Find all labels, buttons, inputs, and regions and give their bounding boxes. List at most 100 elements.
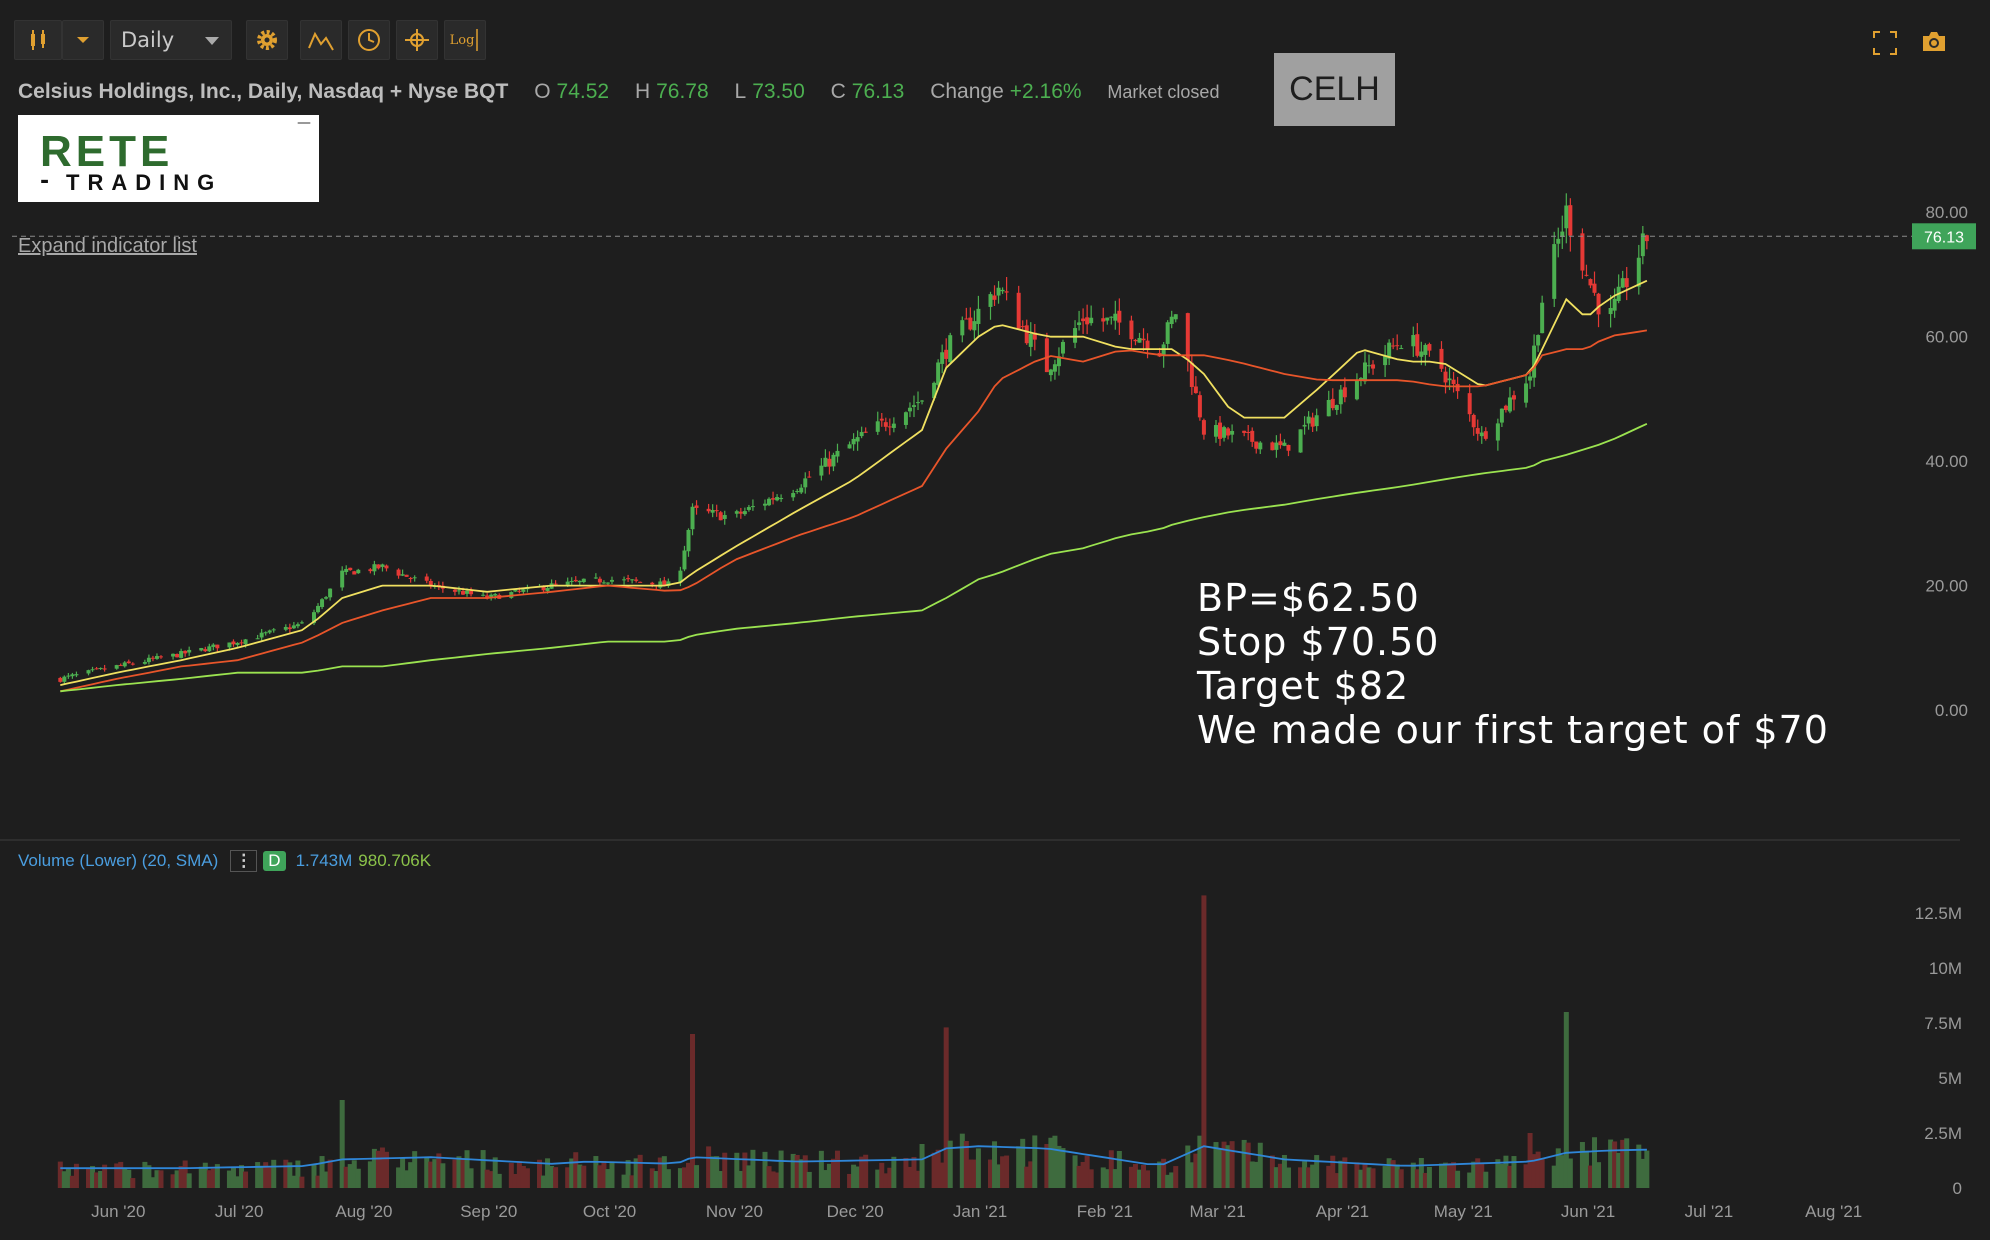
volume-bar [943,1027,949,1188]
volume-bar [1616,1152,1622,1188]
candle-body [762,503,767,506]
volume-bar [665,1169,671,1188]
candle-body [1201,420,1206,435]
candle-body [320,599,325,608]
logo-minimize-icon[interactable]: — [297,115,311,131]
chart-type-button[interactable] [14,20,62,60]
ticker-badge: CELH [1274,53,1395,126]
candle-body [340,570,345,588]
volume-bar [1100,1167,1106,1188]
candle-body [976,308,981,324]
volume-bar [1410,1162,1416,1188]
log-scale-button[interactable]: Log [444,20,486,60]
low-value: 73.50 [752,80,805,103]
chart-type-dropdown[interactable] [62,20,104,60]
log-scale-icon [476,29,479,51]
time-button[interactable] [348,20,390,60]
volume-bar [1044,1144,1050,1188]
volume-bar [239,1165,245,1188]
candle-body [1644,235,1649,242]
volume-bar [315,1175,321,1188]
candle-body [911,405,916,407]
volume-bar [1108,1150,1114,1188]
volume-bar [1269,1155,1275,1188]
volume-bar [347,1164,353,1188]
candle-body [493,594,498,596]
settings-button[interactable] [246,20,288,60]
date-tick-label: Apr '21 [1316,1202,1369,1221]
candle-body [1451,379,1456,385]
candle-body [771,498,776,500]
candle-body [541,586,546,591]
volume-bar [661,1156,667,1188]
volume-bar [625,1160,631,1188]
candle-body [1596,293,1601,315]
candle-body [1419,351,1424,357]
crosshair-button[interactable] [396,20,438,60]
volume-bar [1467,1172,1473,1188]
candle-body [1105,317,1110,321]
candle-body [1423,344,1428,355]
candle-body [1371,364,1376,369]
market-status: Market closed [1107,82,1220,102]
volume-bar [1511,1156,1517,1188]
volume-bar [1116,1150,1122,1188]
volume-bar [1551,1165,1557,1188]
candle-body [1568,205,1573,236]
candle-body [1048,369,1053,376]
volume-bar [1596,1162,1602,1188]
volume-bar [714,1156,720,1188]
candle-body [1032,332,1037,340]
fullscreen-button[interactable] [1872,30,1900,58]
candle-body [948,335,953,363]
volume-bar [1326,1165,1332,1188]
candle-body [940,352,945,364]
interval-select[interactable]: Daily [110,20,232,60]
candle-body [142,662,147,664]
candle-body [412,577,417,579]
candle-body [94,668,99,670]
volume-indicator-name[interactable]: Volume (Lower) (20, SMA) [18,851,219,870]
volume-bar [1201,895,1207,1188]
candle-body [199,647,204,651]
volume-bar [1084,1155,1090,1188]
expand-indicator-list-link[interactable]: Expand indicator list [18,235,197,257]
indicators-button[interactable] [300,20,342,60]
volume-bar [1285,1167,1291,1188]
volume-bar [690,1034,696,1188]
volume-bar [383,1151,389,1188]
volume-bar [323,1171,329,1188]
candle-body [1254,441,1259,449]
candle-body [118,665,123,667]
candle-body [1362,362,1367,382]
chevron-down-icon [205,37,219,45]
volume-bar [1314,1155,1320,1188]
arete-trading-logo: RETE - TRADING — [18,115,319,202]
candle-body [1173,314,1178,320]
indicator-menu-icon[interactable]: ⋮ [230,850,258,872]
candle-body [396,569,401,576]
candle-body [1089,317,1094,324]
volume-tick-label: 10M [1929,959,1962,978]
volume-bar [677,1168,683,1188]
volume-bar [694,1165,700,1188]
candle-body [1367,365,1372,367]
snapshot-button[interactable] [1920,28,1950,58]
close-value: 76.13 [851,80,905,103]
volume-bar [508,1163,514,1188]
volume-bar [1555,1148,1561,1188]
volume-value: 1.743M [295,851,353,870]
candle-body [62,676,67,682]
volume-bar [468,1168,474,1188]
volume-tick-label: 5M [1938,1069,1962,1088]
candle-body [158,656,163,658]
volume-bar [263,1162,269,1188]
candle-body [630,579,635,581]
volume-bar [996,1164,1002,1188]
candle-body [1624,278,1629,288]
candle-body [988,294,993,307]
volume-bar [762,1151,768,1188]
candle-body [1133,339,1138,342]
interval-label: Daily [121,28,175,52]
